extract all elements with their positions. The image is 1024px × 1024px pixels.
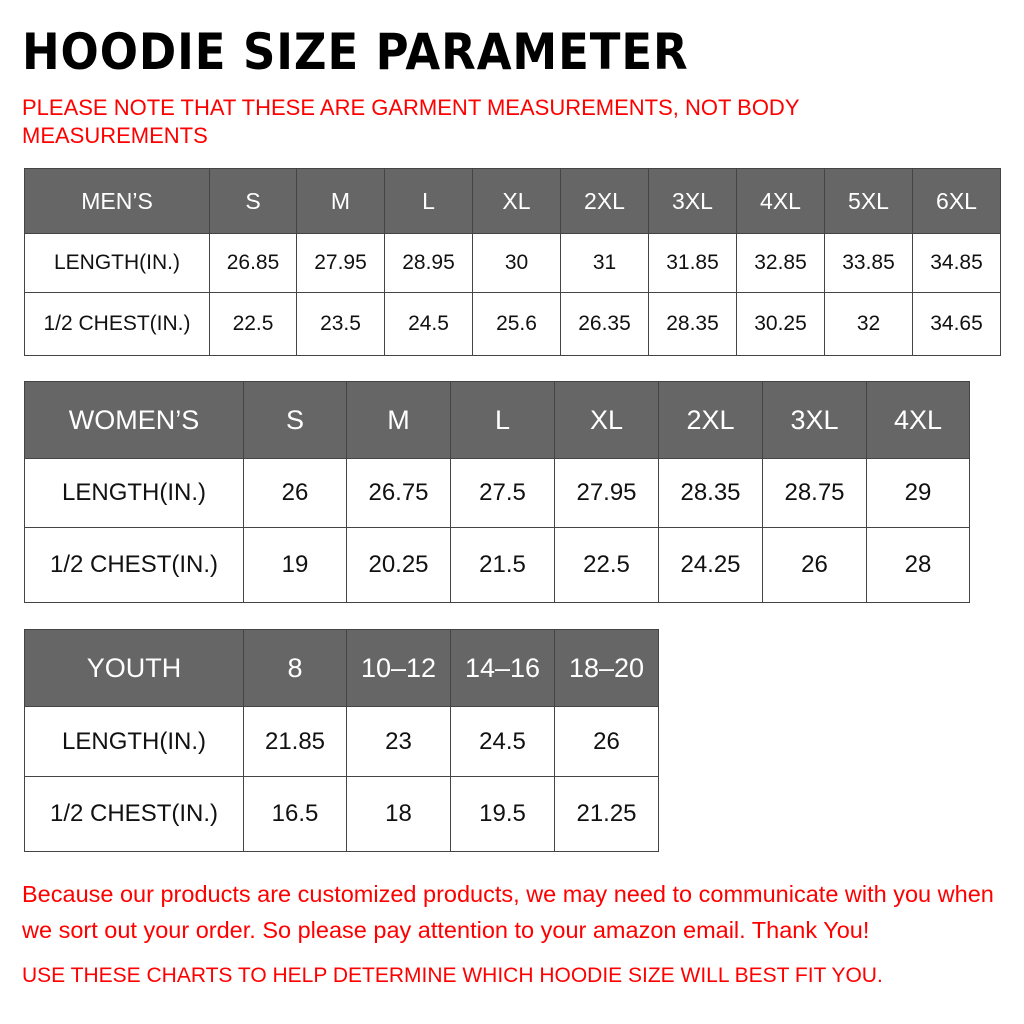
size-chart-instruction: USE THESE CHARTS TO HELP DETERMINE WHICH…	[22, 964, 883, 987]
measurement-cell: 20.25	[346, 527, 451, 603]
length-row: LENGTH(IN.) 26 26.75 27.5 27.95 28.35 28.75 29	[24, 458, 970, 528]
measurement-cell: 30.25	[736, 292, 825, 356]
row-label: 1/2 CHEST(IN.)	[24, 527, 244, 603]
row-label: 1/2 CHEST(IN.)	[24, 292, 210, 356]
customization-message: Because our products are customized prod…	[22, 881, 994, 943]
category-header: YOUTH	[24, 629, 244, 707]
measurement-cell: 28.35	[648, 292, 737, 356]
measurement-cell: 24.5	[384, 292, 473, 356]
measurement-cell: 19.5	[450, 776, 555, 852]
mens-size-table: MEN’S S M L XL 2XL 3XL 4XL 5XL 6XL LENGTH(IN.) 26.8…	[24, 168, 1001, 356]
header-row: WOMEN’S S M L XL 2XL 3XL 4XL	[24, 381, 970, 459]
size-header: 3XL	[648, 168, 737, 234]
half-chest-row: 1/2 CHEST(IN.) 19 20.25 21.5 22.5 24.25 26 28	[24, 527, 970, 603]
measurement-cell: 34.85	[912, 233, 1001, 293]
measurement-cell: 18	[346, 776, 451, 852]
measurement-cell: 26.35	[560, 292, 649, 356]
measurement-cell: 26.85	[209, 233, 297, 293]
garment-measurement-note: PLEASE NOTE THAT THESE ARE GARMENT MEASU…	[22, 95, 800, 148]
length-row: LENGTH(IN.) 21.85 23 24.5 26	[24, 706, 659, 777]
row-label: 1/2 CHEST(IN.)	[24, 776, 244, 852]
size-header: 18–20	[554, 629, 659, 707]
half-chest-row: 1/2 CHEST(IN.) 16.5 18 19.5 21.25	[24, 776, 659, 852]
size-header: 14–16	[450, 629, 555, 707]
measurement-cell: 31.85	[648, 233, 737, 293]
header-row: YOUTH 8 10–12 14–16 18–20	[24, 629, 659, 707]
size-header: 5XL	[824, 168, 913, 234]
row-label: LENGTH(IN.)	[24, 233, 210, 293]
size-header: M	[296, 168, 385, 234]
length-row: LENGTH(IN.) 26.85 27.95 28.95 30 31 31.85 32.85…	[24, 233, 1001, 293]
category-header: MEN’S	[24, 168, 210, 234]
measurement-cell: 26	[243, 458, 347, 528]
measurement-cell: 23.5	[296, 292, 385, 356]
size-header: 4XL	[736, 168, 825, 234]
measurement-cell: 28.95	[384, 233, 473, 293]
size-header: S	[243, 381, 347, 459]
size-header: 8	[243, 629, 347, 707]
half-chest-row: 1/2 CHEST(IN.) 22.5 23.5 24.5 25.6 26.35 28.35…	[24, 292, 1001, 356]
page-title: HOODIE SIZE PARAMETER	[22, 23, 689, 81]
measurement-cell: 27.95	[296, 233, 385, 293]
measurement-cell: 30	[472, 233, 561, 293]
size-header: L	[384, 168, 473, 234]
row-label: LENGTH(IN.)	[24, 458, 244, 528]
measurement-cell: 19	[243, 527, 347, 603]
measurement-cell: 32	[824, 292, 913, 356]
measurement-cell: 28	[866, 527, 970, 603]
measurement-cell: 26.75	[346, 458, 451, 528]
size-header: S	[209, 168, 297, 234]
measurement-cell: 24.5	[450, 706, 555, 777]
header-row: MEN’S S M L XL 2XL 3XL 4XL 5XL 6XL	[24, 168, 1001, 234]
category-header: WOMEN’S	[24, 381, 244, 459]
measurement-cell: 28.75	[762, 458, 867, 528]
measurement-cell: 16.5	[243, 776, 347, 852]
measurement-cell: 23	[346, 706, 451, 777]
measurement-cell: 33.85	[824, 233, 913, 293]
size-header: 2XL	[658, 381, 763, 459]
measurement-cell: 27.95	[554, 458, 659, 528]
measurement-cell: 34.65	[912, 292, 1001, 356]
measurement-cell: 22.5	[554, 527, 659, 603]
size-header: 6XL	[912, 168, 1001, 234]
measurement-cell: 27.5	[450, 458, 555, 528]
size-header: 3XL	[762, 381, 867, 459]
youth-size-table: YOUTH 8 10–12 14–16 18–20 LENGTH(IN.) 21.85 23 2…	[24, 629, 659, 852]
measurement-cell: 21.5	[450, 527, 555, 603]
size-header: 2XL	[560, 168, 649, 234]
measurement-cell: 21.85	[243, 706, 347, 777]
size-header: 4XL	[866, 381, 970, 459]
size-header: XL	[554, 381, 659, 459]
measurement-cell: 25.6	[472, 292, 561, 356]
measurement-cell: 24.25	[658, 527, 763, 603]
measurement-cell: 26	[762, 527, 867, 603]
measurement-cell: 21.25	[554, 776, 659, 852]
size-header: XL	[472, 168, 561, 234]
measurement-cell: 32.85	[736, 233, 825, 293]
womens-size-table: WOMEN’S S M L XL 2XL 3XL 4XL LENGTH(IN.) 26 26.75 2…	[24, 381, 970, 603]
size-header: L	[450, 381, 555, 459]
measurement-cell: 26	[554, 706, 659, 777]
row-label: LENGTH(IN.)	[24, 706, 244, 777]
measurement-cell: 28.35	[658, 458, 763, 528]
measurement-cell: 22.5	[209, 292, 297, 356]
measurement-cell: 31	[560, 233, 649, 293]
size-header: 10–12	[346, 629, 451, 707]
size-header: M	[346, 381, 451, 459]
measurement-cell: 29	[866, 458, 970, 528]
